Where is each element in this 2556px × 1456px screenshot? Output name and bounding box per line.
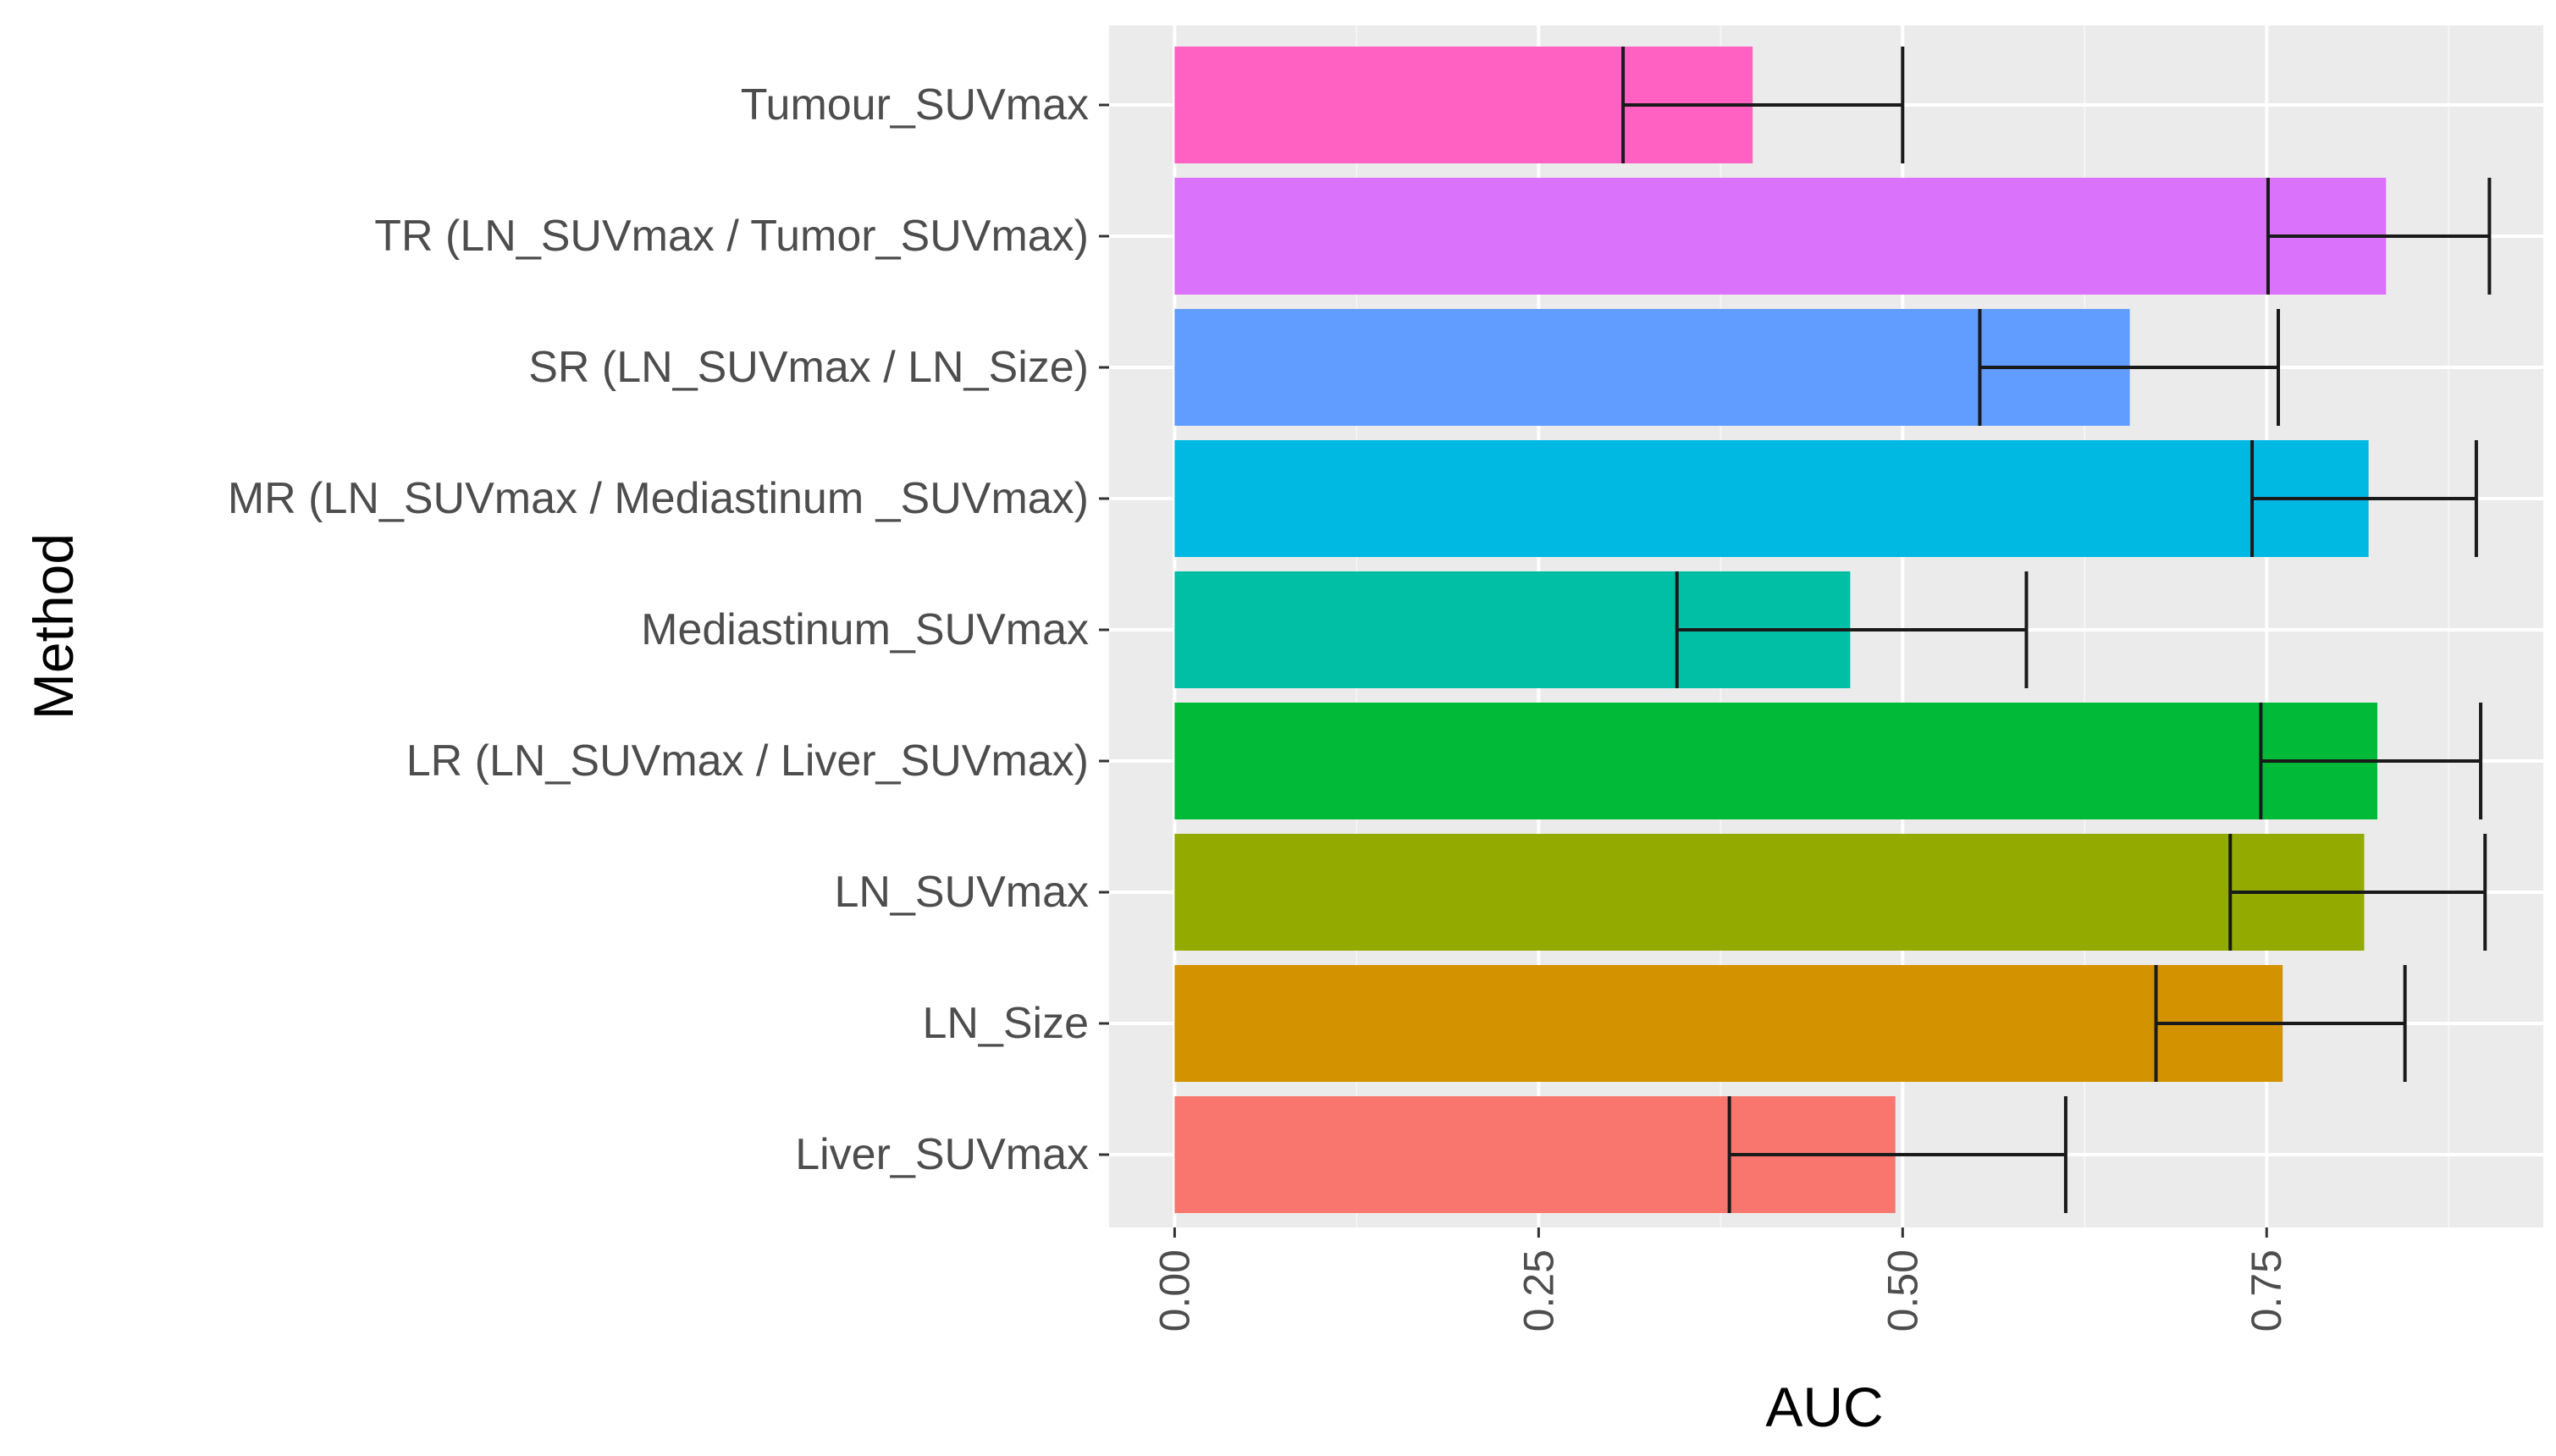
y-tick-label: Liver_SUVmax <box>795 1130 1089 1179</box>
error-bar <box>1978 309 2280 426</box>
error-bar <box>2266 178 2492 295</box>
y-axis: Tumour_SUVmax TR (LN_SUVmax / Tumor_SUVma… <box>228 80 1109 1179</box>
error-bar <box>2259 703 2483 819</box>
error-bars <box>1621 47 2492 1213</box>
y-axis-title: Method <box>22 533 85 720</box>
error-bar <box>2250 440 2478 557</box>
y-tick-label: LN_SUVmax <box>834 868 1089 917</box>
bar <box>1174 703 2377 819</box>
bar <box>1174 309 2130 426</box>
error-bar <box>1675 571 2029 688</box>
x-tick-label: 0.00 <box>1151 1249 1198 1332</box>
y-tick-label: Mediastinum_SUVmax <box>641 605 1089 654</box>
x-tick-label: 0.50 <box>1879 1249 1926 1332</box>
y-tick-label: TR (LN_SUVmax / Tumor_SUVmax) <box>374 212 1089 261</box>
y-tick-label: SR (LN_SUVmax / LN_Size) <box>528 343 1089 392</box>
error-bar <box>2228 834 2487 951</box>
bar <box>1174 178 2387 295</box>
x-axis: 0.00 0.25 0.50 0.75 <box>1151 1227 2290 1332</box>
bar <box>1174 834 2365 951</box>
y-tick-label: LN_Size <box>922 999 1089 1048</box>
x-tick-label: 0.75 <box>2243 1249 2290 1332</box>
bar <box>1174 440 2369 557</box>
x-axis-title: AUC <box>1765 1376 1883 1438</box>
error-bar <box>2154 965 2407 1082</box>
y-tick-label: LR (LN_SUVmax / Liver_SUVmax) <box>406 736 1089 786</box>
y-tick-label: Tumour_SUVmax <box>741 80 1089 130</box>
x-tick-label: 0.25 <box>1515 1249 1562 1332</box>
error-bar <box>1727 1096 2067 1213</box>
bars <box>1174 47 2387 1213</box>
error-bar <box>1621 47 1905 163</box>
y-tick-label: MR (LN_SUVmax / Mediastinum _SUVmax) <box>228 474 1089 523</box>
bar <box>1174 965 2283 1082</box>
